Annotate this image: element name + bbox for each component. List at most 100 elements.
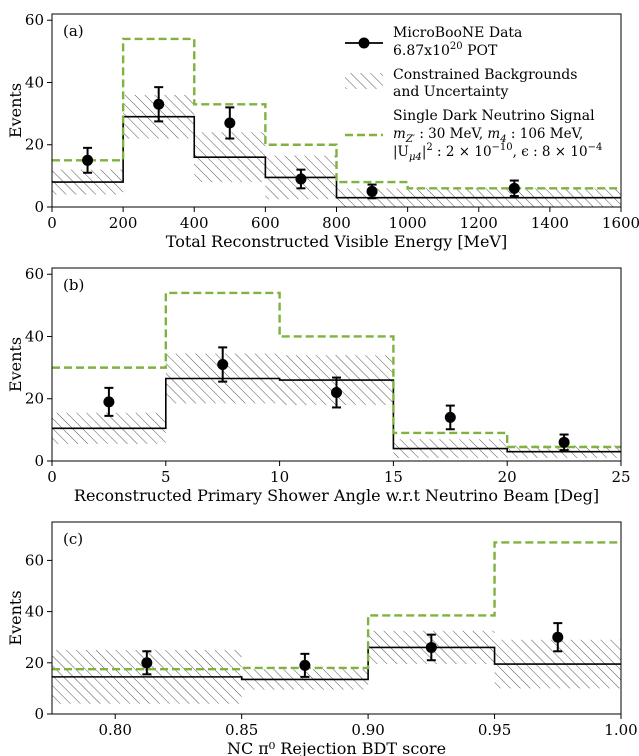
- x-axis: 0.80 0.85 0.90 0.95 1.00: [99, 714, 638, 739]
- x-tick-label: 15: [384, 468, 403, 486]
- data-points: [141, 622, 564, 678]
- data-point: [331, 376, 342, 409]
- data-marker: [552, 631, 564, 643]
- y-axis: 0 20 40 60: [25, 11, 52, 216]
- x-axis: 0 200 400 600 800 1000 1200 1400 1600: [47, 207, 639, 232]
- x-tick-label: 800: [322, 214, 351, 232]
- panel-tag: (b): [63, 276, 84, 294]
- data-marker: [444, 411, 456, 423]
- x-axis-label: Reconstructed Primary Shower Angle w.r.t…: [74, 486, 599, 505]
- legend-background-label: Constrained Backgrounds: [393, 67, 577, 83]
- background-histogram: [52, 115, 621, 199]
- signal-histogram: [52, 541, 621, 671]
- data-marker: [103, 396, 115, 408]
- y-tick-label: 60: [25, 265, 44, 283]
- x-tick-label: 1400: [531, 214, 569, 232]
- data-marker: [366, 185, 378, 197]
- y-axis-label: Events: [6, 337, 25, 392]
- data-point: [552, 622, 564, 653]
- x-tick-label: 0: [47, 468, 57, 486]
- panel-1: 0 200 400 600 800 1000 1200 1400 1600 0 20 40 60 Tota…: [6, 11, 639, 251]
- data-point: [217, 346, 229, 383]
- data-marker: [558, 436, 570, 448]
- panel-2: 0 5 10 15 20 25 0 20 40 60 Reconstructed Primary S…: [6, 265, 631, 505]
- data-marker: [299, 659, 311, 671]
- data-point: [425, 633, 437, 662]
- y-tick-label: 20: [25, 654, 44, 672]
- x-tick-label: 1.00: [604, 721, 637, 739]
- x-axis-label: NC π⁰ Rejection BDT score: [227, 739, 446, 756]
- y-axis: 0 20 40 60: [25, 265, 52, 470]
- background-histogram: [52, 646, 621, 681]
- data-marker: [331, 387, 342, 399]
- x-tick-label: 10: [270, 468, 289, 486]
- legend-data-label: MicroBooNE Data: [393, 25, 522, 41]
- y-tick-label: 20: [25, 390, 44, 408]
- data-marker: [141, 657, 153, 669]
- legend-data-marker: [358, 37, 370, 49]
- y-tick-label: 20: [25, 136, 44, 154]
- data-point: [366, 183, 378, 200]
- x-tick-label: 0.80: [99, 721, 132, 739]
- x-tick-label: 400: [180, 214, 209, 232]
- data-points: [82, 86, 520, 200]
- data-point: [508, 179, 520, 198]
- y-tick-label: 60: [25, 11, 44, 29]
- panel-3: 0.80 0.85 0.90 0.95 1.00 0 20 40 60 NC π⁰ Rejecti…: [6, 521, 638, 756]
- x-tick-label: 1600: [602, 214, 639, 232]
- legend-signal-label: Single Dark Neutrino Signal: [393, 108, 595, 124]
- data-point: [141, 650, 153, 676]
- x-tick-label: 600: [251, 214, 280, 232]
- y-tick-label: 60: [25, 551, 44, 569]
- data-point: [295, 168, 307, 190]
- data-marker: [425, 641, 437, 653]
- data-points: [103, 346, 570, 452]
- data-point: [103, 386, 115, 417]
- x-tick-label: 0.95: [478, 721, 511, 739]
- data-point: [299, 652, 311, 678]
- y-tick-label: 40: [25, 603, 44, 621]
- panel-tag: (c): [63, 530, 83, 548]
- data-marker: [217, 359, 229, 370]
- data-marker: [295, 173, 307, 185]
- x-tick-label: 0.90: [351, 721, 384, 739]
- data-point: [82, 146, 94, 174]
- data-marker: [82, 154, 94, 166]
- x-axis-label: Total Reconstructed Visible Energy [MeV]: [166, 232, 507, 251]
- x-tick-label: 1200: [460, 214, 498, 232]
- panel-tag: (a): [63, 22, 84, 40]
- data-marker: [153, 98, 165, 110]
- data-point: [444, 404, 456, 431]
- x-tick-label: 1000: [389, 214, 427, 232]
- x-tick-label: 25: [611, 468, 630, 486]
- signal-histogram: [52, 37, 621, 190]
- x-tick-label: 5: [161, 468, 171, 486]
- y-axis-label: Events: [6, 83, 25, 138]
- legend-signal-params-2: |Uμ4|2 : 2 × 10−10, ϵ : 8 × 10−4: [393, 142, 602, 163]
- legend-signal-params-1: mZ′ : 30 MeV, m4 : 106 MeV,: [393, 126, 583, 145]
- x-tick-label: 0.85: [225, 721, 258, 739]
- data-marker: [224, 117, 236, 129]
- data-point: [224, 106, 236, 140]
- legend-background-label-2: and Uncertainty: [393, 84, 509, 100]
- data-point: [558, 433, 570, 452]
- y-tick-label: 40: [25, 73, 44, 91]
- y-tick-label: 0: [34, 705, 44, 723]
- legend-hatch-swatch: [345, 73, 383, 89]
- y-tick-label: 0: [34, 198, 44, 216]
- y-tick-label: 40: [25, 327, 44, 345]
- x-tick-label: 0: [47, 214, 57, 232]
- data-marker: [508, 182, 520, 194]
- y-axis: 0 20 40 60: [25, 551, 52, 723]
- y-axis-label: Events: [6, 590, 25, 645]
- signal-histogram: [52, 291, 621, 449]
- background-uncertainty-bands: [52, 630, 621, 704]
- x-tick-label: 200: [109, 214, 138, 232]
- x-axis: 0 5 10 15 20 25: [47, 461, 631, 486]
- axes-frame: [51, 521, 622, 715]
- legend-entry-signal: Single Dark Neutrino Signal mZ′ : 30 MeV,…: [345, 108, 602, 163]
